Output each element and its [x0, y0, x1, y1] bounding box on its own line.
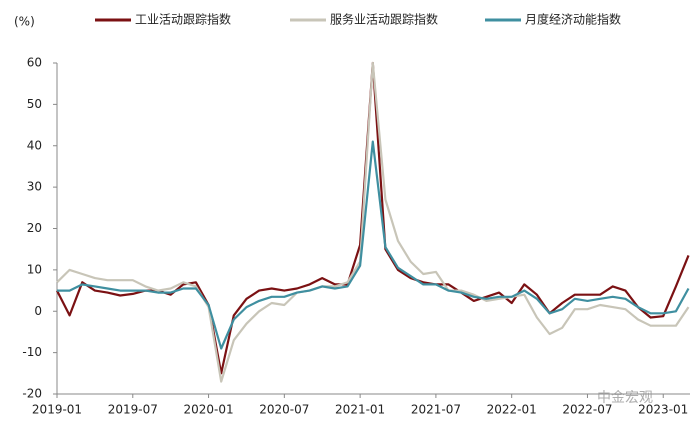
y-tick-label: 50 [27, 97, 42, 111]
y-tick-label: 20 [27, 221, 42, 235]
legend-label: 月度经济动能指数 [525, 12, 621, 27]
y-axis-label: (%) [14, 15, 35, 29]
y-tick-label: 40 [27, 138, 42, 152]
x-tick-label: 2022-07 [562, 403, 612, 417]
y-tick-label: 30 [27, 180, 42, 194]
series-line [56, 61, 690, 383]
x-tick-label: 2020-07 [259, 403, 309, 417]
y-tick-label: 60 [27, 56, 42, 70]
series-line [56, 61, 690, 375]
x-tick-label: 2021-01 [335, 403, 385, 417]
y-tick-label: 10 [27, 262, 42, 276]
y-tick-label: -20 [22, 387, 42, 401]
legend-label: 服务业活动跟踪指数 [330, 12, 438, 27]
x-tick-label: 2023-01 [638, 403, 688, 417]
watermark: 中金宏观 [597, 390, 653, 406]
y-tick-label: -10 [22, 345, 42, 359]
x-tick-label: 2021-07 [411, 403, 461, 417]
series-line [57, 140, 690, 350]
x-tick-label: 2022-01 [487, 403, 537, 417]
y-tick-label: 0 [34, 304, 42, 318]
x-tick-label: 2020-01 [183, 403, 233, 417]
x-tick-label: 2019-01 [32, 403, 82, 417]
x-tick-label: 2019-07 [108, 403, 158, 417]
legend-label: 工业活动跟踪指数 [135, 12, 231, 27]
